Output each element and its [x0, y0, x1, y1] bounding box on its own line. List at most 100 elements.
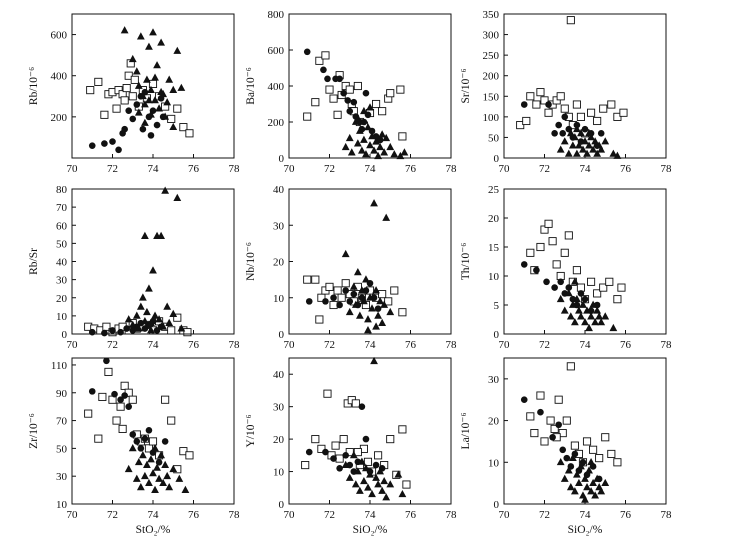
point-filled-triangle [376, 467, 385, 475]
point-filled-triangle [136, 32, 145, 40]
point-filled-triangle [347, 148, 356, 156]
point-filled-triangle [132, 67, 141, 75]
y-axis-label: Ba/10⁻⁶ [245, 67, 257, 105]
x-tick-label: 76 [405, 163, 417, 175]
point-open-square [124, 71, 133, 80]
point-filled-triangle [349, 451, 358, 459]
point-filled-triangle [134, 108, 143, 116]
point-filled-triangle [147, 455, 155, 463]
point-filled-circle [551, 284, 558, 291]
point-open-square [339, 435, 348, 444]
point-filled-triangle [593, 149, 602, 157]
point-filled-triangle [358, 286, 366, 294]
point-filled-triangle [132, 311, 141, 319]
point-open-square [398, 425, 407, 434]
x-tick-label: 74 [365, 163, 377, 175]
point-filled-triangle [149, 469, 157, 477]
y-tick-label: 30 [273, 402, 285, 414]
point-open-square [122, 84, 131, 93]
point-filled-triangle [364, 315, 372, 323]
point-open-square [540, 437, 549, 446]
point-filled-circle [340, 89, 347, 97]
y-tick-label: 20 [273, 434, 285, 446]
x-axis-label: StO₂/% [136, 524, 171, 536]
y-tick-label: 200 [51, 112, 68, 124]
point-open-square [329, 300, 338, 310]
point-filled-circle [563, 454, 571, 462]
point-filled-circle [330, 294, 337, 302]
point-filled-circle [555, 421, 562, 429]
point-filled-triangle [141, 100, 149, 108]
point-filled-triangle [147, 85, 155, 93]
x-tick-label: 70 [67, 163, 79, 175]
point-filled-circle [101, 140, 108, 147]
x-tick-label: 70 [284, 339, 296, 351]
point-filled-triangle [573, 294, 581, 303]
point-filled-triangle [570, 277, 579, 285]
point-open-square [599, 104, 608, 113]
point-filled-triangle [376, 142, 385, 151]
point-open-square [595, 454, 604, 463]
point-filled-triangle [345, 133, 354, 142]
point-filled-triangle [165, 75, 174, 83]
x-axis-label: SiO₂/% [353, 524, 388, 536]
point-filled-circle [533, 266, 540, 274]
point-filled-circle [322, 448, 329, 456]
point-filled-circle [133, 101, 141, 108]
y-tick-label: 40 [56, 257, 68, 269]
point-filled-triangle [368, 132, 376, 140]
point-filled-circle [141, 435, 149, 442]
point-filled-triangle [601, 137, 610, 145]
x-tick-label: 70 [67, 339, 79, 351]
x-tick-label: 70 [499, 339, 511, 351]
point-open-square [526, 248, 535, 257]
point-filled-triangle [374, 480, 382, 488]
x-tick-label: 74 [580, 163, 592, 175]
panel-zr: 70 72 74 76 78 10 30 50 70 90 110 Zr/10⁻⁶ StO₂/% [28, 357, 240, 536]
point-filled-triangle [147, 110, 155, 118]
point-open-square [311, 98, 320, 107]
y-tick-label: 70 [56, 202, 68, 214]
x-tick-label: 72 [324, 509, 335, 521]
point-filled-triangle [573, 470, 581, 478]
point-open-square [386, 89, 395, 98]
point-filled-triangle [360, 297, 368, 305]
point-filled-triangle [382, 213, 391, 221]
point-open-square [536, 242, 545, 252]
points-ba [303, 48, 409, 160]
point-filled-triangle [169, 122, 178, 131]
point-filled-circle [376, 136, 384, 144]
point-filled-triangle [341, 460, 350, 468]
point-open-square [94, 434, 103, 443]
point-open-square [544, 108, 553, 117]
point-filled-triangle [585, 141, 593, 149]
point-filled-triangle [341, 249, 350, 258]
y-tick-label: 200 [483, 71, 500, 83]
point-open-square [530, 429, 539, 438]
point-open-square [337, 293, 346, 302]
point-filled-triangle [364, 123, 372, 131]
point-open-square [599, 283, 608, 292]
point-open-square [102, 322, 111, 331]
y-axis-label: Zr/10⁻⁶ [28, 413, 40, 449]
x-tick-label: 74 [580, 509, 592, 521]
point-open-square [303, 275, 312, 284]
point-filled-triangle [589, 145, 597, 153]
point-filled-triangle [568, 141, 577, 149]
point-filled-circle [358, 403, 366, 410]
point-filled-triangle [163, 302, 172, 310]
point-filled-triangle [577, 312, 585, 320]
point-filled-triangle [161, 112, 170, 120]
point-filled-triangle [173, 193, 182, 201]
point-filled-triangle [374, 151, 382, 160]
point-filled-triangle [568, 453, 577, 461]
point-open-square [560, 104, 569, 113]
point-filled-triangle [141, 118, 149, 126]
point-filled-circle [336, 75, 343, 83]
y-tick-label: 50 [56, 443, 68, 455]
y-tick-label: 10 [56, 311, 68, 323]
x-tick-label: 74 [148, 339, 160, 351]
x-tick-label: 76 [188, 339, 200, 351]
x-tick-label: 70 [67, 509, 79, 521]
point-open-square [540, 96, 549, 105]
